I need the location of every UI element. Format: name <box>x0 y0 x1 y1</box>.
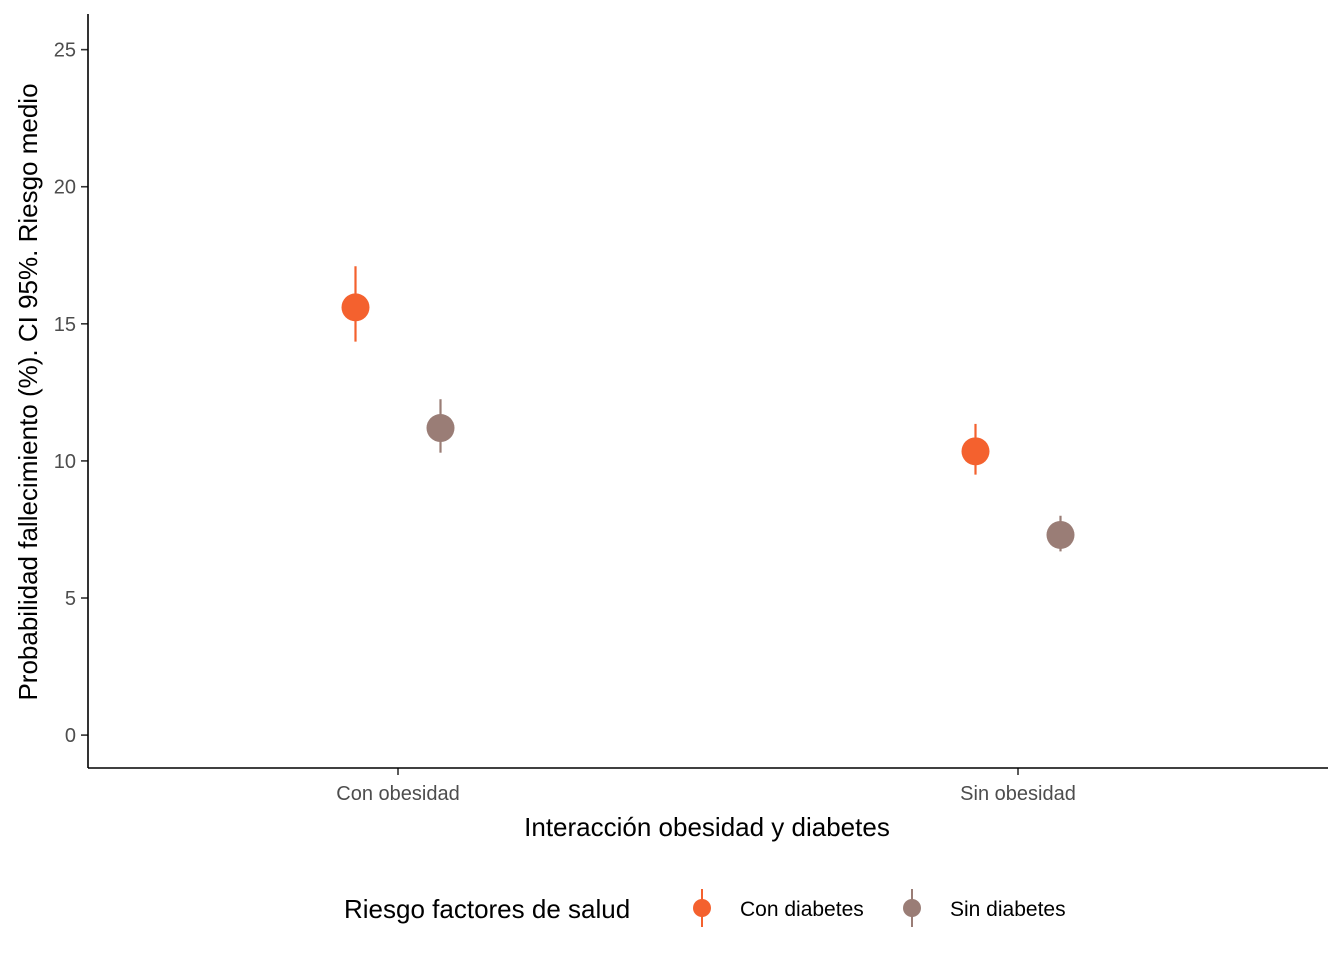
y-tick-label: 0 <box>65 725 76 747</box>
data-marks <box>341 266 1075 552</box>
legend-key-point <box>693 899 711 917</box>
x-axis-ticks: Con obesidad Sin obesidad <box>336 768 1076 805</box>
data-point <box>961 437 990 466</box>
y-tick-label: 15 <box>54 314 76 336</box>
x-tick-label: Con obesidad <box>336 783 459 805</box>
data-point <box>341 293 370 322</box>
y-tick-label: 20 <box>54 177 76 199</box>
legend-title: Riesgo factores de salud <box>344 894 630 924</box>
data-point <box>426 414 455 443</box>
x-tick-label: Sin obesidad <box>960 783 1076 805</box>
y-tick-label: 5 <box>65 588 76 610</box>
legend-key-point <box>903 899 921 917</box>
legend: Riesgo factores de salud Con diabetes Sin… <box>344 889 1066 927</box>
x-axis-title: Interacción obesidad y diabetes <box>524 812 890 842</box>
legend-label: Con diabetes <box>740 898 864 921</box>
legend-label: Sin diabetes <box>950 898 1066 921</box>
data-point <box>1046 520 1075 549</box>
y-axis-title: Probabilidad fallecimiento (%). CI 95%. … <box>13 83 43 700</box>
y-tick-label: 10 <box>54 451 76 473</box>
y-tick-label: 25 <box>54 40 76 62</box>
y-axis-ticks: 0 5 10 15 20 25 <box>54 40 88 747</box>
